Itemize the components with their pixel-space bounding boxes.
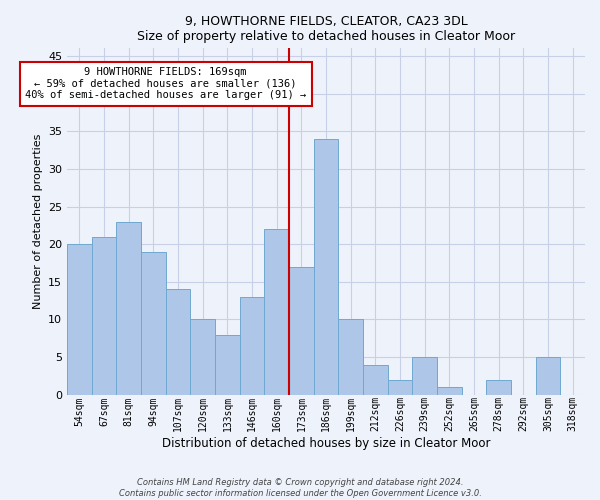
Bar [190,320,215,395]
Bar [141,252,166,395]
Title: 9, HOWTHORNE FIELDS, CLEATOR, CA23 3DL
Size of property relative to detached hou: 9, HOWTHORNE FIELDS, CLEATOR, CA23 3DL S… [137,15,515,43]
Bar [412,357,437,395]
Bar [240,297,265,395]
Bar [67,244,92,395]
Bar [265,229,289,395]
Bar [314,138,338,395]
Bar [388,380,412,395]
Bar [338,320,363,395]
Bar [166,290,190,395]
X-axis label: Distribution of detached houses by size in Cleator Moor: Distribution of detached houses by size … [162,437,490,450]
Bar [289,267,314,395]
Bar [116,222,141,395]
Bar [487,380,511,395]
Bar [92,236,116,395]
Text: Contains HM Land Registry data © Crown copyright and database right 2024.
Contai: Contains HM Land Registry data © Crown c… [119,478,481,498]
Bar [437,388,461,395]
Bar [536,357,560,395]
Y-axis label: Number of detached properties: Number of detached properties [32,134,43,310]
Bar [363,364,388,395]
Bar [215,334,240,395]
Text: 9 HOWTHORNE FIELDS: 169sqm
← 59% of detached houses are smaller (136)
40% of sem: 9 HOWTHORNE FIELDS: 169sqm ← 59% of deta… [25,67,307,100]
